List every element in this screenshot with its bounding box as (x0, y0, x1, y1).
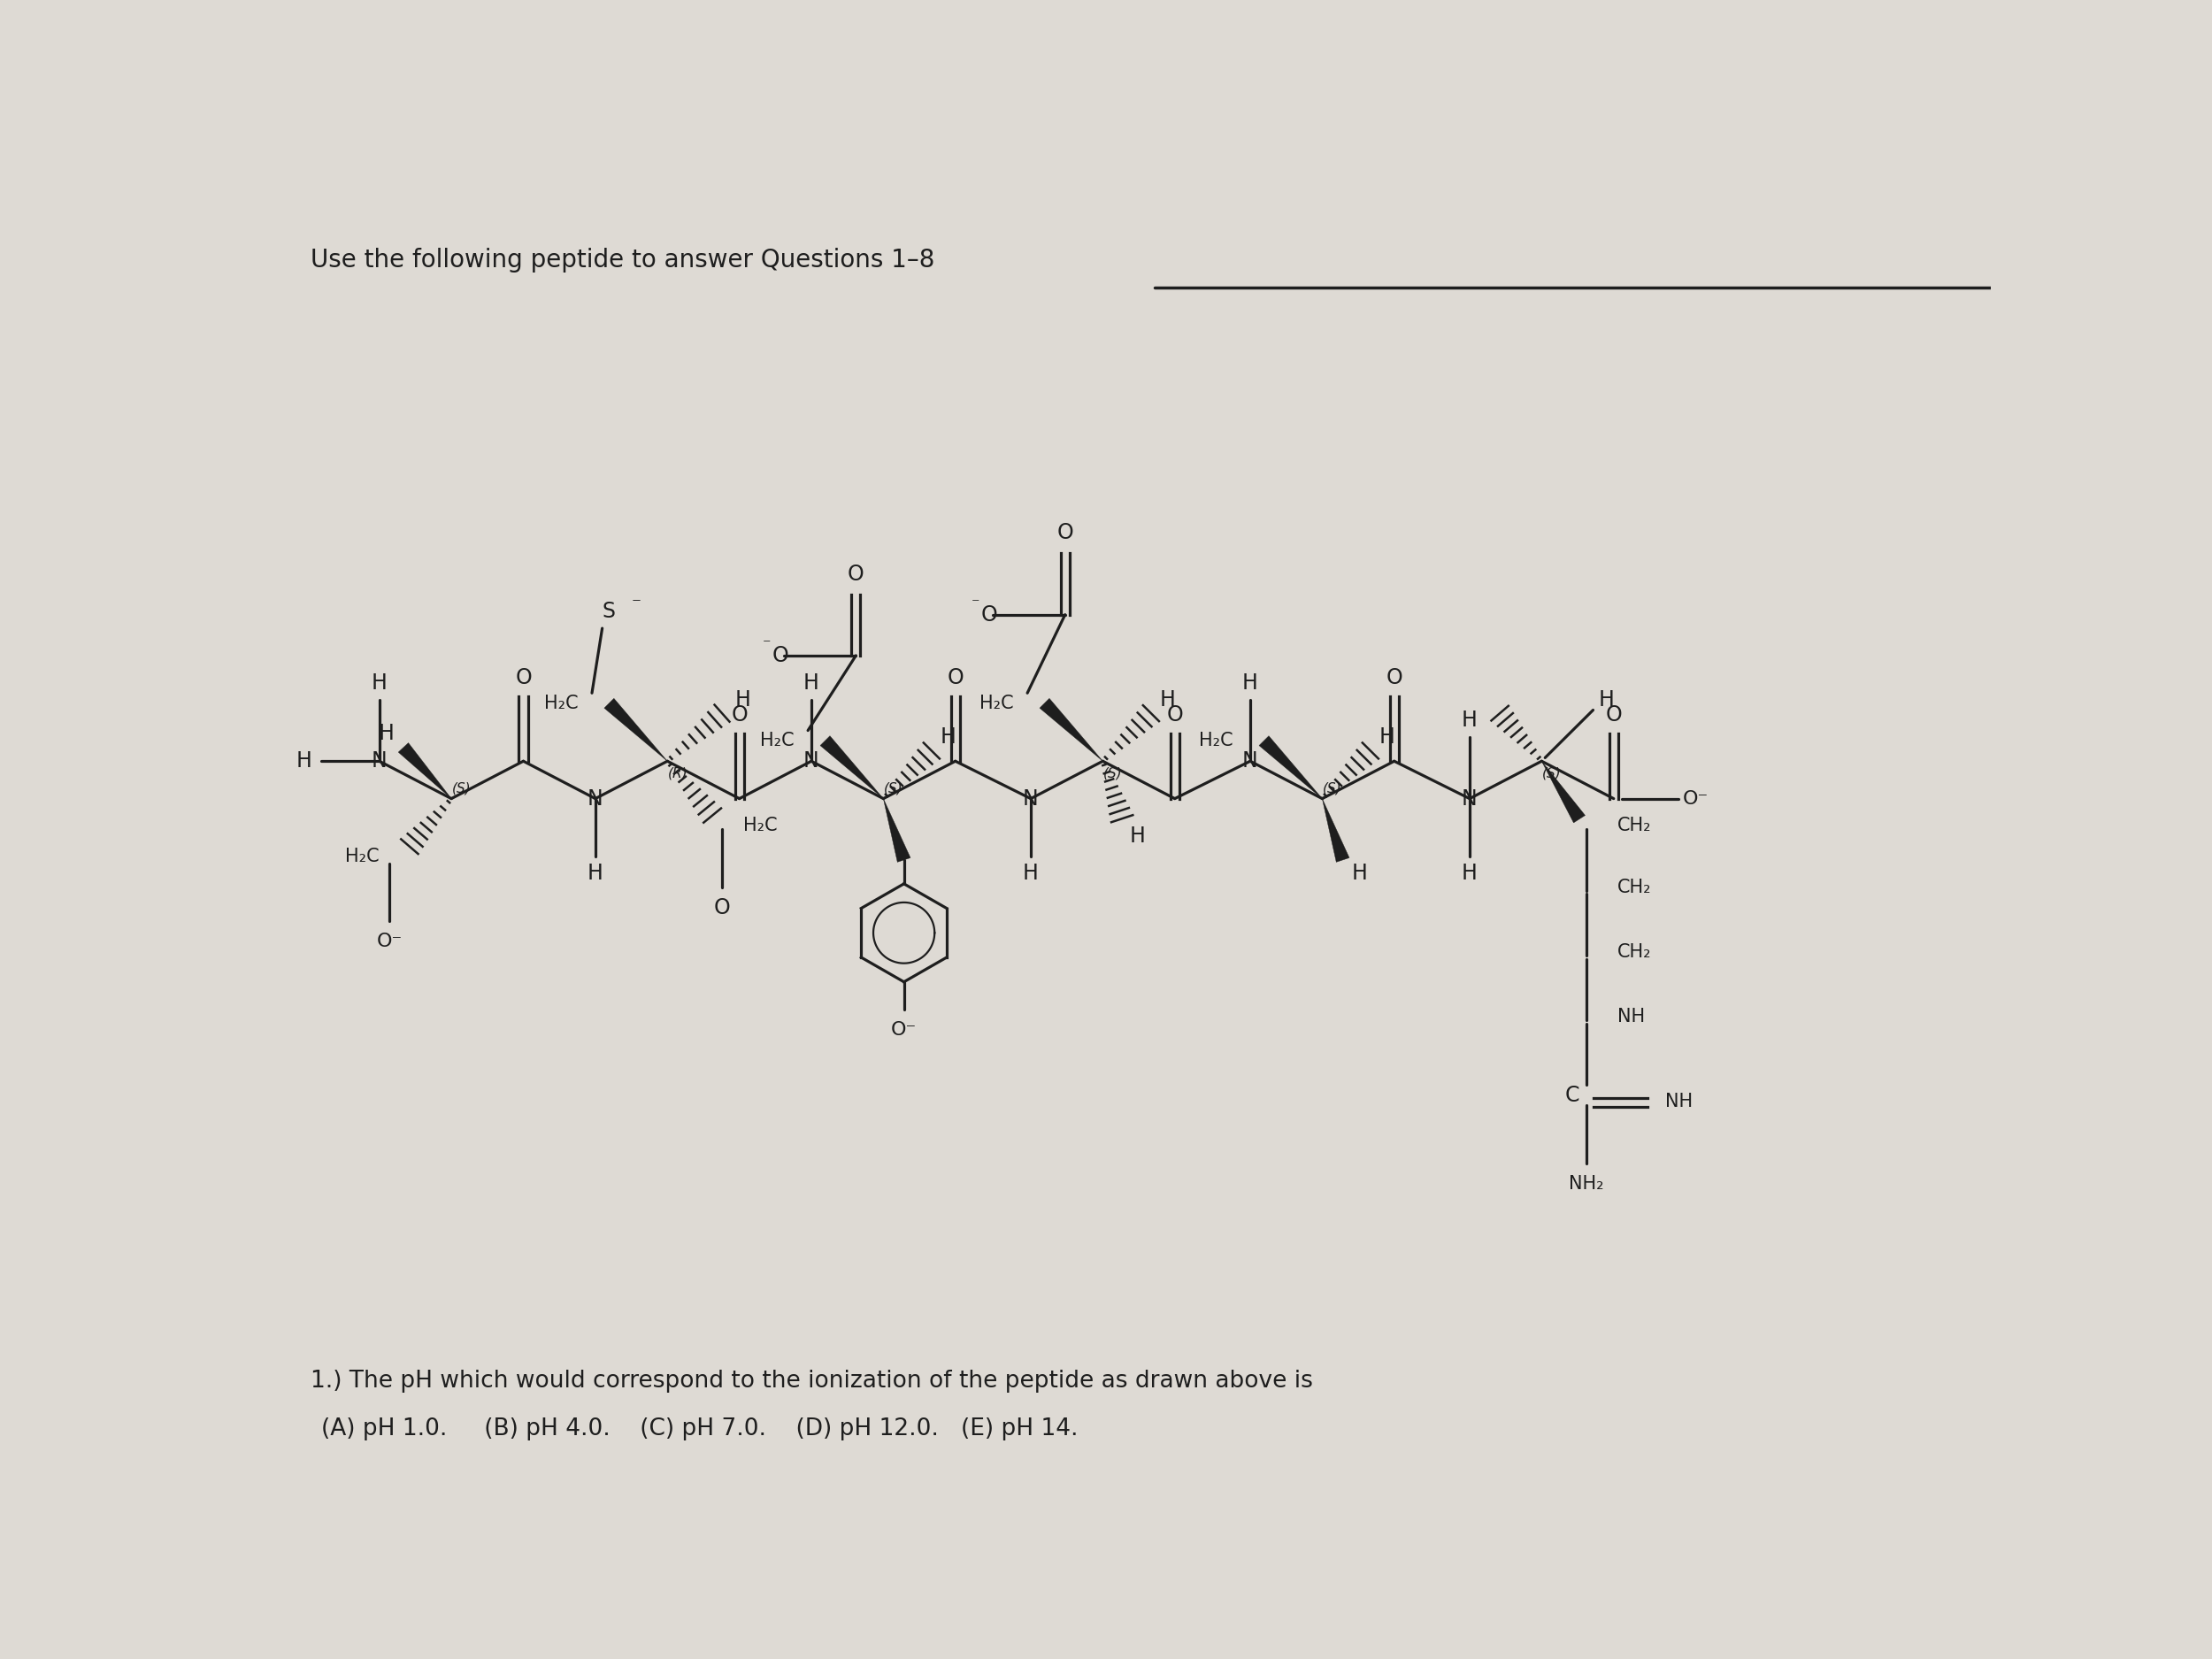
Text: O: O (847, 562, 865, 584)
Text: (R): (R) (668, 766, 688, 780)
Polygon shape (1040, 698, 1104, 761)
Text: O: O (1606, 703, 1621, 725)
Text: S: S (602, 601, 615, 622)
Text: N: N (1462, 788, 1478, 810)
Text: ⁻: ⁻ (971, 597, 980, 612)
Text: H: H (1462, 710, 1478, 732)
Polygon shape (604, 698, 668, 761)
Text: H₂C: H₂C (980, 695, 1013, 712)
Text: H₂C: H₂C (743, 816, 776, 834)
Text: O: O (947, 667, 964, 688)
Text: H: H (372, 672, 387, 693)
Text: H: H (1380, 727, 1396, 748)
Text: O: O (1387, 667, 1402, 688)
Text: O⁻: O⁻ (1683, 790, 1710, 808)
Text: H₂C: H₂C (761, 732, 794, 750)
Text: N: N (372, 750, 387, 771)
Text: O⁻: O⁻ (891, 1020, 918, 1039)
Text: O: O (730, 703, 748, 725)
Text: ⁻: ⁻ (763, 637, 772, 654)
Polygon shape (1323, 798, 1349, 863)
Text: H: H (1462, 863, 1478, 884)
Text: 1.) The pH which would correspond to the ionization of the peptide as drawn abov: 1.) The pH which would correspond to the… (310, 1370, 1314, 1392)
Text: C: C (1566, 1085, 1579, 1105)
Text: O⁻: O⁻ (376, 932, 403, 951)
Text: ⁻: ⁻ (633, 596, 641, 614)
Text: H₂C: H₂C (345, 848, 380, 866)
Text: NH: NH (1666, 1093, 1692, 1110)
Text: NH: NH (1617, 1007, 1644, 1025)
Text: O: O (1166, 703, 1183, 725)
Text: O: O (982, 604, 998, 625)
Text: N: N (803, 750, 818, 771)
Text: CH₂: CH₂ (1617, 816, 1650, 834)
Text: H: H (1599, 688, 1615, 710)
Polygon shape (883, 798, 911, 863)
Text: N: N (1022, 788, 1040, 810)
Text: (S): (S) (885, 781, 902, 795)
Text: NH₂: NH₂ (1568, 1175, 1604, 1193)
Text: H: H (1128, 826, 1146, 846)
Text: (A) pH 1.0.     (B) pH 4.0.    (C) pH 7.0.    (D) pH 12.0.   (E) pH 14.: (A) pH 1.0. (B) pH 4.0. (C) pH 7.0. (D) … (321, 1417, 1077, 1440)
Text: O: O (714, 898, 730, 917)
Text: (S): (S) (1104, 766, 1124, 780)
Text: H: H (803, 672, 818, 693)
Text: H: H (940, 727, 956, 748)
Text: (S): (S) (1542, 766, 1562, 780)
Polygon shape (1542, 761, 1586, 823)
Text: O: O (515, 667, 531, 688)
Text: H: H (734, 688, 750, 710)
Polygon shape (398, 743, 451, 798)
Text: H: H (1243, 672, 1259, 693)
Text: CH₂: CH₂ (1617, 942, 1650, 961)
Text: O: O (1057, 523, 1073, 544)
Text: N: N (588, 788, 604, 810)
Text: CH₂: CH₂ (1617, 878, 1650, 896)
Text: H: H (588, 863, 604, 884)
Text: (S): (S) (1323, 781, 1343, 795)
Text: H: H (1352, 863, 1367, 884)
Text: H: H (1022, 863, 1040, 884)
Text: O: O (772, 645, 790, 667)
Text: Use the following peptide to answer Questions 1–8: Use the following peptide to answer Ques… (310, 247, 936, 272)
Polygon shape (821, 737, 883, 798)
Text: H: H (378, 723, 394, 745)
Text: H: H (1159, 688, 1177, 710)
Polygon shape (1259, 737, 1323, 798)
Text: (S): (S) (451, 781, 471, 795)
Text: H₂C: H₂C (544, 695, 577, 712)
Text: H: H (296, 750, 312, 771)
Text: N: N (1243, 750, 1259, 771)
Text: H₂C: H₂C (1199, 732, 1232, 750)
